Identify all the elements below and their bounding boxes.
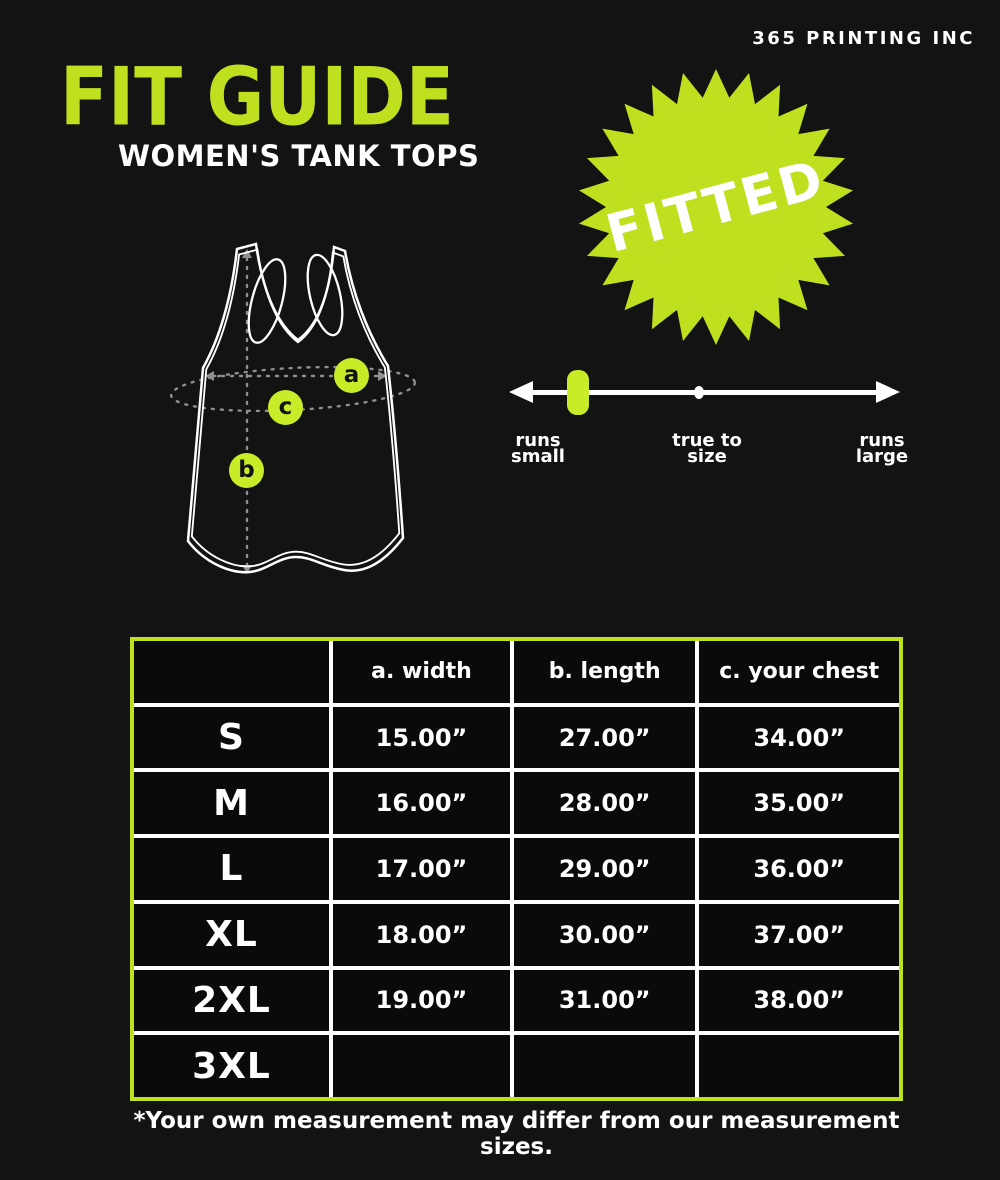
- scale-arrow-right-icon: [876, 381, 900, 403]
- starburst-icon: [579, 69, 853, 345]
- starburst-shape: [579, 69, 853, 345]
- scale-label-runs-large: runs large: [855, 430, 909, 467]
- page-subtitle: WOMEN'S TANK TOPS: [118, 139, 480, 173]
- brand-name: 365 PRINTING INC: [752, 28, 975, 49]
- column-header-blank: [134, 641, 330, 703]
- fitted-badge: FITTED: [576, 67, 856, 347]
- scale-position-marker: [567, 370, 589, 415]
- scale-center-dot: [694, 386, 704, 399]
- length-value: 31.00”: [513, 969, 696, 1032]
- chest-value: 34.00”: [699, 706, 899, 769]
- width-value: 16.00”: [333, 772, 510, 835]
- length-value: 29.00”: [513, 838, 696, 900]
- width-value: 15.00”: [333, 706, 510, 769]
- length-value: 28.00”: [513, 772, 696, 835]
- column-header-length: b. length: [513, 641, 696, 703]
- width-value: 17.00”: [333, 838, 510, 900]
- width-value: [333, 1035, 510, 1097]
- measure-marker-a: a: [334, 358, 369, 393]
- size-label: M: [134, 772, 330, 835]
- chest-value: 36.00”: [699, 838, 899, 900]
- chest-value: 38.00”: [699, 969, 899, 1032]
- marker-a-label: a: [343, 362, 360, 388]
- tank-top-diagram: [160, 230, 430, 590]
- size-label: S: [134, 706, 330, 769]
- page-title: FIT GUIDE: [60, 50, 454, 144]
- chest-value: 35.00”: [699, 772, 899, 835]
- chest-value: [699, 1035, 899, 1097]
- footnote: *Your own measurement may differ from ou…: [133, 1108, 900, 1160]
- length-value: 30.00”: [513, 903, 696, 966]
- width-value: 19.00”: [333, 969, 510, 1032]
- marker-b-label: b: [238, 457, 255, 483]
- scale-label-true-to-size: true to size: [672, 430, 742, 467]
- scale-arrow-left-icon: [509, 381, 533, 403]
- size-table: a. width b. length c. your chest S 15.00…: [130, 637, 903, 1101]
- width-value: 18.00”: [333, 903, 510, 966]
- column-header-width: a. width: [333, 641, 510, 703]
- measure-marker-b: b: [229, 453, 264, 488]
- size-label: L: [134, 838, 330, 900]
- measure-marker-c: c: [268, 390, 303, 425]
- length-value: [513, 1035, 696, 1097]
- tank-top-outline-icon: [169, 242, 417, 574]
- size-label: XL: [134, 903, 330, 966]
- chest-value: 37.00”: [699, 903, 899, 966]
- length-value: 27.00”: [513, 706, 696, 769]
- size-label: 3XL: [134, 1035, 330, 1097]
- size-label: 2XL: [134, 969, 330, 1032]
- marker-c-label: c: [278, 394, 293, 420]
- scale-line: [531, 390, 877, 395]
- scale-label-runs-small: runs small: [511, 430, 565, 467]
- column-header-chest: c. your chest: [699, 641, 899, 703]
